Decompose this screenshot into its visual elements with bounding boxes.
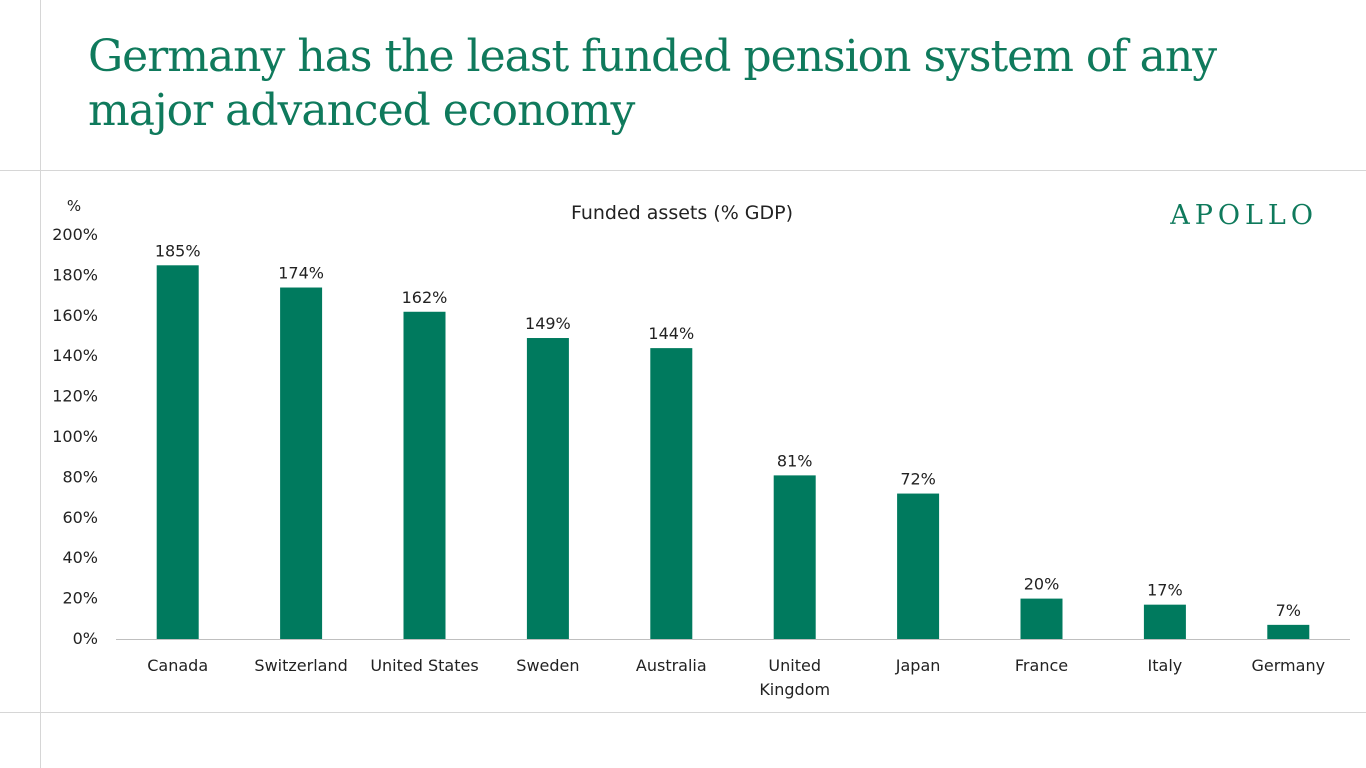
data-label: 144%	[648, 324, 694, 343]
data-label: 149%	[525, 314, 571, 333]
y-tick-label: 140%	[52, 346, 98, 365]
apollo-logo: APOLLO	[1170, 200, 1318, 231]
x-tick-label: Italy	[1148, 656, 1183, 675]
x-tick-label: Sweden	[516, 656, 579, 675]
bar	[1143, 604, 1186, 639]
data-label: 7%	[1276, 601, 1301, 620]
data-label: 174%	[278, 264, 324, 283]
y-tick-label: 20%	[62, 589, 98, 608]
data-label: 72%	[900, 470, 936, 489]
x-tick-label: Japan	[895, 656, 941, 675]
y-tick-label: 200%	[52, 225, 98, 244]
y-tick-label: 160%	[52, 306, 98, 325]
y-tick-label: 0%	[73, 629, 98, 648]
bar	[156, 265, 199, 639]
y-tick-label: 180%	[52, 265, 98, 284]
footer-divider	[0, 712, 1366, 713]
bar	[1020, 598, 1063, 639]
x-tick-label: France	[1015, 656, 1068, 675]
bar	[403, 311, 446, 639]
x-tick-label: Canada	[147, 656, 208, 675]
bar	[526, 338, 569, 639]
x-tick-label: Australia	[636, 656, 707, 675]
data-label: 20%	[1024, 575, 1060, 594]
header-divider	[0, 170, 1366, 171]
y-tick-label: 80%	[62, 467, 98, 486]
x-tick-label: Switzerland	[254, 656, 347, 675]
y-axis-label: %	[67, 197, 81, 215]
page-title: Germany has the least funded pension sys…	[88, 31, 1217, 136]
y-tick-label: 60%	[62, 508, 98, 527]
data-label: 162%	[402, 288, 448, 307]
frame-vertical-line	[40, 0, 41, 768]
x-tick-label: United States	[370, 656, 478, 675]
chart-title: Funded assets (% GDP)	[571, 202, 793, 224]
data-label: 185%	[155, 241, 201, 260]
x-tick-label: Germany	[1252, 656, 1326, 675]
y-tick-label: 100%	[52, 427, 98, 446]
bar	[1267, 624, 1310, 639]
bar	[773, 475, 816, 639]
data-label: 17%	[1147, 581, 1183, 600]
y-tick-label: 120%	[52, 387, 98, 406]
data-label: 81%	[777, 451, 813, 470]
bar	[897, 493, 940, 639]
y-tick-label: 40%	[62, 548, 98, 567]
bar	[650, 348, 693, 639]
x-tick-label: United Kingdom	[759, 656, 830, 699]
bar	[280, 287, 323, 639]
